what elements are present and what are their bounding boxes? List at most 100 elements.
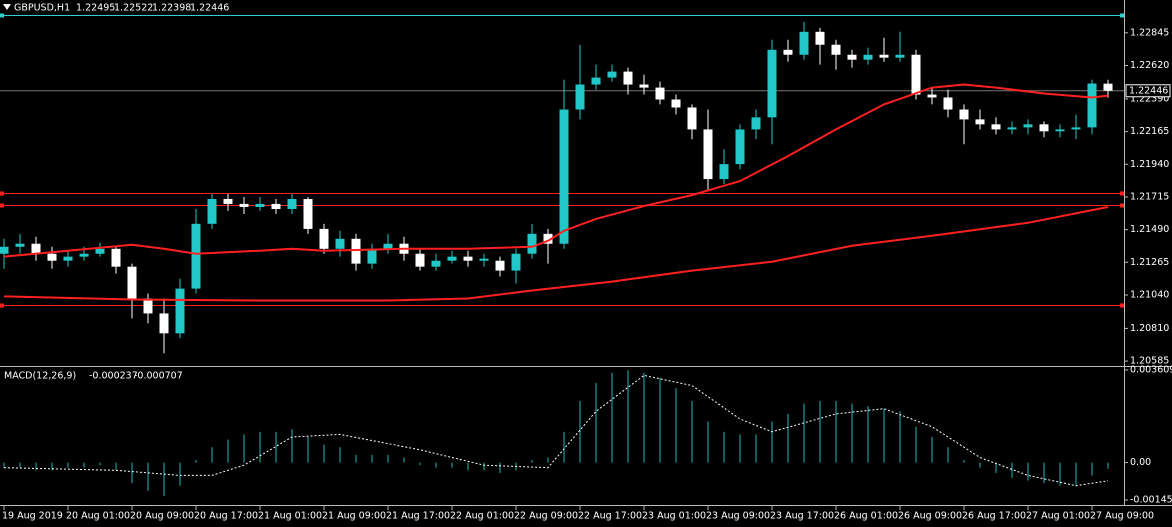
histogram-bar (659, 377, 661, 463)
x-tick-label: 26 Aug 09:00 (898, 511, 962, 522)
x-tick-label: 20 Aug 09:00 (130, 511, 194, 522)
candle-body (287, 198, 297, 210)
candle-body (959, 109, 969, 120)
y-tick-label: 1.21715 (1130, 191, 1169, 202)
histogram-bar (1043, 462, 1045, 484)
candle-body (63, 256, 73, 261)
histogram-bar (867, 406, 869, 463)
y-tick-label: 1.20810 (1130, 323, 1169, 334)
histogram-bar (739, 434, 741, 463)
candle-body (367, 248, 377, 264)
histogram-bar (675, 388, 677, 463)
level-handle (1120, 13, 1124, 18)
histogram-bar (3, 462, 5, 468)
x-tick-label: 22 Aug 09:00 (514, 511, 578, 522)
histogram-bar (611, 372, 613, 463)
price-label-box (1125, 84, 1171, 98)
y-tick-label: 0.00 (1130, 457, 1151, 468)
candle-body (511, 253, 521, 271)
x-tick-label: 23 Aug 01:00 (642, 511, 706, 522)
x-tick-label: 26 Aug 17:00 (962, 511, 1026, 522)
level-handle (0, 303, 4, 308)
histogram-bar (451, 462, 453, 468)
candle-body (815, 31, 825, 45)
x-tick-label: 23 Aug 17:00 (770, 511, 834, 522)
histogram-bar (1075, 462, 1077, 486)
candle-body (543, 233, 553, 244)
ohlc-open: 1.22495 (76, 3, 115, 14)
candle-body (767, 49, 777, 118)
histogram-bar (307, 436, 309, 463)
histogram-bar (531, 460, 533, 463)
candle-body (559, 109, 569, 244)
candle-body (15, 243, 25, 247)
level-handle (0, 13, 4, 18)
candle-body (207, 198, 217, 224)
y-tick-label: 1.20585 (1130, 356, 1169, 367)
candle-body (1023, 124, 1033, 128)
candle-body (895, 54, 905, 58)
candle-body (1039, 124, 1049, 132)
x-tick-label: 20 Aug 17:00 (194, 511, 258, 522)
candle-body (991, 124, 1001, 130)
y-tick-label: 1.22845 (1130, 27, 1169, 38)
candle-body (79, 253, 89, 257)
x-tick-label: 27 Aug 01:00 (1026, 511, 1090, 522)
histogram-bar (835, 401, 837, 463)
histogram-bar (995, 462, 997, 473)
candle-body (591, 77, 601, 85)
level-handle (1120, 203, 1124, 208)
candle-body (847, 54, 857, 60)
candle-body (1087, 83, 1097, 128)
menu-icon[interactable] (3, 4, 11, 10)
histogram-bar (339, 447, 341, 463)
candle-body (831, 44, 841, 55)
histogram-bar (355, 454, 357, 463)
histogram-bar (243, 434, 245, 463)
histogram-bar (147, 462, 149, 491)
histogram-bar (643, 372, 645, 463)
histogram-bar (35, 462, 37, 471)
moving-average (3, 83, 1109, 258)
histogram-bar (563, 431, 565, 463)
x-tick-label: 27 Aug 09:00 (1090, 511, 1154, 522)
ohlc-low: 1.22398 (152, 3, 191, 14)
candle-body (703, 129, 713, 180)
y-tick-label: -0.001457 (1130, 495, 1172, 506)
candle-body (879, 54, 889, 58)
histogram-bar (371, 454, 373, 463)
histogram-bar (163, 462, 165, 496)
candle-body (687, 107, 697, 130)
signal-value: -0.000707 (134, 371, 183, 382)
histogram-bar (547, 457, 549, 463)
y-tick-label: 1.21265 (1130, 257, 1169, 268)
x-tick-label: 19 Aug 2019 (2, 511, 63, 522)
histogram-bar (707, 421, 709, 463)
x-tick-label: 22 Aug 01:00 (450, 511, 514, 522)
candle-body (783, 49, 793, 55)
y-tick-label: 0.003609 (1130, 365, 1172, 376)
histogram-bar (691, 401, 693, 463)
histogram-bar (115, 462, 117, 471)
moving-average (3, 206, 1109, 302)
histogram-bar (755, 434, 757, 463)
candle-body (927, 94, 937, 98)
candle-body (1007, 127, 1017, 130)
histogram-bar (979, 462, 981, 468)
histogram-bar (467, 462, 469, 471)
candle-body (655, 87, 665, 100)
candle-body (111, 248, 121, 267)
candle-body (415, 253, 425, 267)
candle-body (95, 248, 105, 254)
histogram-bar (595, 383, 597, 463)
candle-body (383, 243, 393, 249)
candle-body (975, 119, 985, 125)
candle-body (0, 246, 9, 254)
x-tick-label: 21 Aug 17:00 (386, 511, 450, 522)
candle-body (751, 117, 761, 130)
price-label: 1.22446 (1129, 85, 1168, 96)
signal-line (3, 374, 1109, 487)
x-tick-label: 21 Aug 01:00 (258, 511, 322, 522)
